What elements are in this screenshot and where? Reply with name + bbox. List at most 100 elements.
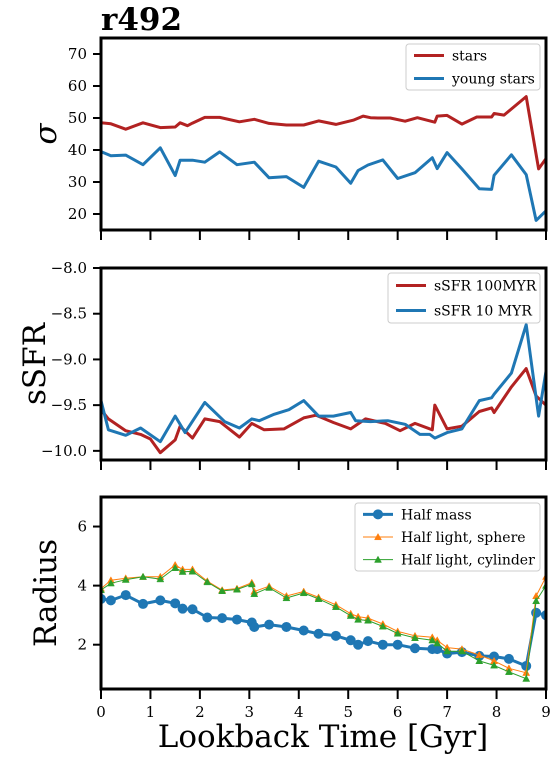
data-point xyxy=(218,586,227,594)
data-point xyxy=(443,647,452,655)
legend-label: young stars xyxy=(451,72,535,88)
y-tick-label: −9.0 xyxy=(51,350,87,368)
data-point xyxy=(156,575,165,583)
data-point xyxy=(330,630,341,641)
data-point xyxy=(409,643,420,654)
series-line-2-2 xyxy=(101,323,546,444)
y-tick-label: 20 xyxy=(68,205,87,223)
series-group xyxy=(101,95,546,222)
data-point xyxy=(313,628,324,639)
data-point xyxy=(264,619,275,630)
data-point xyxy=(281,621,292,632)
legend-label: Half light, cylinder xyxy=(401,553,535,569)
x-tick-label: 7 xyxy=(442,703,452,721)
x-axis-label: Lookback Time [Gyr] xyxy=(158,719,489,755)
data-point xyxy=(377,639,388,650)
data-point xyxy=(187,604,198,615)
series-line-1-2 xyxy=(101,146,546,222)
data-point xyxy=(433,639,442,647)
y-tick-label: 4 xyxy=(77,577,87,595)
legend-label: sSFR 10 MYR xyxy=(434,304,532,320)
figure-title: r492 xyxy=(101,2,182,38)
legend: stars young stars xyxy=(405,43,541,91)
data-point xyxy=(298,625,309,636)
data-point xyxy=(170,598,181,609)
x-tick-label: 9 xyxy=(541,703,551,721)
data-point xyxy=(475,656,484,664)
data-point xyxy=(282,594,291,602)
data-point xyxy=(353,639,364,650)
data-point xyxy=(345,635,356,646)
data-point xyxy=(299,588,308,597)
axes-frame xyxy=(99,266,548,462)
legend-label: Half mass xyxy=(401,507,472,523)
data-point xyxy=(393,629,402,637)
axes-frame xyxy=(99,495,548,691)
y-axis-label: σ xyxy=(28,123,64,145)
y-tick-label: 70 xyxy=(68,45,87,63)
data-point xyxy=(231,614,242,625)
data-point xyxy=(331,602,340,610)
data-point xyxy=(138,598,149,609)
data-point xyxy=(188,567,197,575)
data-point xyxy=(504,667,513,675)
data-point xyxy=(392,639,403,650)
data-point xyxy=(346,611,355,619)
legend-box xyxy=(354,502,541,572)
data-point xyxy=(106,579,115,587)
data-point xyxy=(177,603,188,614)
data-point xyxy=(532,596,541,605)
data-point xyxy=(522,674,531,682)
y-tick-label: −10.0 xyxy=(41,442,87,460)
axes-frame xyxy=(99,36,548,232)
data-point xyxy=(354,615,363,623)
legend-label: Half light, sphere xyxy=(401,530,526,546)
y-axis-label: sSFR xyxy=(17,321,53,405)
legend-marker xyxy=(374,532,382,541)
data-point xyxy=(202,612,213,623)
x-tick-label: 2 xyxy=(195,703,205,721)
data-point xyxy=(265,583,274,591)
y-tick-label: 40 xyxy=(68,141,87,159)
y-tick-label: 6 xyxy=(77,518,87,536)
y-axis-label: Radius xyxy=(28,539,64,647)
x-tick-label: 0 xyxy=(96,703,106,721)
data-point xyxy=(178,567,187,575)
legend: sSFR 100MYR sSFR 10 MYR xyxy=(387,272,541,324)
data-point xyxy=(503,653,514,664)
x-tick-label: 8 xyxy=(492,703,502,721)
data-point xyxy=(233,585,241,593)
data-point xyxy=(531,607,542,618)
legend-label: stars xyxy=(452,49,487,65)
y-tick-label: −8.5 xyxy=(51,305,87,323)
data-point xyxy=(363,636,373,647)
data-point xyxy=(249,621,260,632)
data-point xyxy=(428,636,437,644)
x-tick-label: 5 xyxy=(343,703,353,721)
y-tick-label: 60 xyxy=(68,77,87,95)
series-line-3-2 xyxy=(101,564,546,674)
data-point xyxy=(217,613,228,624)
y-tick-label: −9.5 xyxy=(51,396,87,414)
data-point xyxy=(105,595,116,606)
series-group xyxy=(101,560,546,682)
data-point xyxy=(458,647,466,655)
x-tick-label: 3 xyxy=(245,703,255,721)
series-line-2-1 xyxy=(101,367,546,455)
series-group xyxy=(101,323,546,455)
panel-3: 2 4 6 0 1 2 3 4 5 6 7 8 9 Radius Half mass Half light, … xyxy=(28,495,551,721)
data-point xyxy=(378,622,387,630)
data-point xyxy=(364,616,372,624)
series-line-3-3 xyxy=(101,567,546,680)
data-point xyxy=(121,575,130,583)
legend-label: sSFR 100MYR xyxy=(434,279,537,295)
x-tick-label: 6 xyxy=(393,703,403,721)
data-point xyxy=(314,594,323,602)
data-point xyxy=(120,590,131,601)
data-point xyxy=(490,661,499,669)
y-tick-label: 2 xyxy=(77,636,87,654)
data-point xyxy=(139,572,147,580)
legend: Half mass Half light, sphere Half light, c… xyxy=(354,502,541,572)
